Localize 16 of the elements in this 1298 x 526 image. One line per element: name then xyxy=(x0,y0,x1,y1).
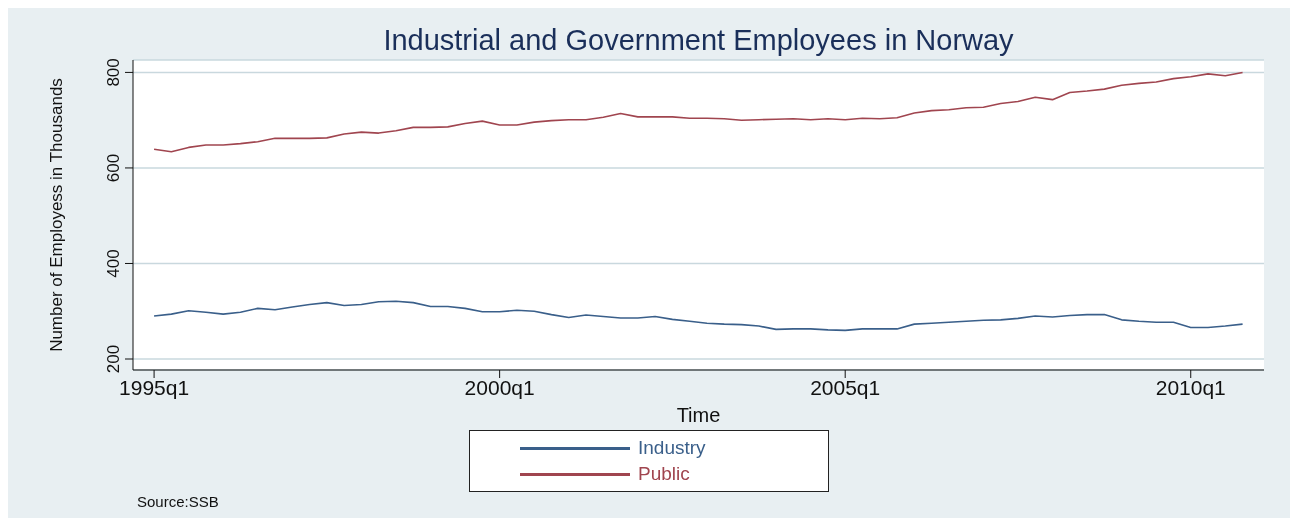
text: Industry xyxy=(638,437,706,459)
x-axis-title: Time xyxy=(676,404,721,426)
y-tick-label: 600 xyxy=(104,153,123,183)
source-note: Source:SSB xyxy=(137,493,219,510)
text: Public xyxy=(638,463,690,485)
y-tick-label: 200 xyxy=(104,344,123,374)
line-series xyxy=(153,300,1244,332)
y-axis-title: Number of Employess in Thousands xyxy=(47,78,67,352)
chart-title: Industrial and Government Employees in Norway xyxy=(382,23,1015,58)
y-tick-label: 400 xyxy=(104,249,123,278)
line-series xyxy=(153,71,1244,153)
x-tick-label: 2000q1 xyxy=(464,375,535,399)
x-tick-label: 1995q1 xyxy=(119,375,190,399)
y-tick-label: 800 xyxy=(104,58,123,87)
x-tick-label: 2010q1 xyxy=(1155,375,1226,399)
x-tick-label: 2005q1 xyxy=(810,375,881,399)
